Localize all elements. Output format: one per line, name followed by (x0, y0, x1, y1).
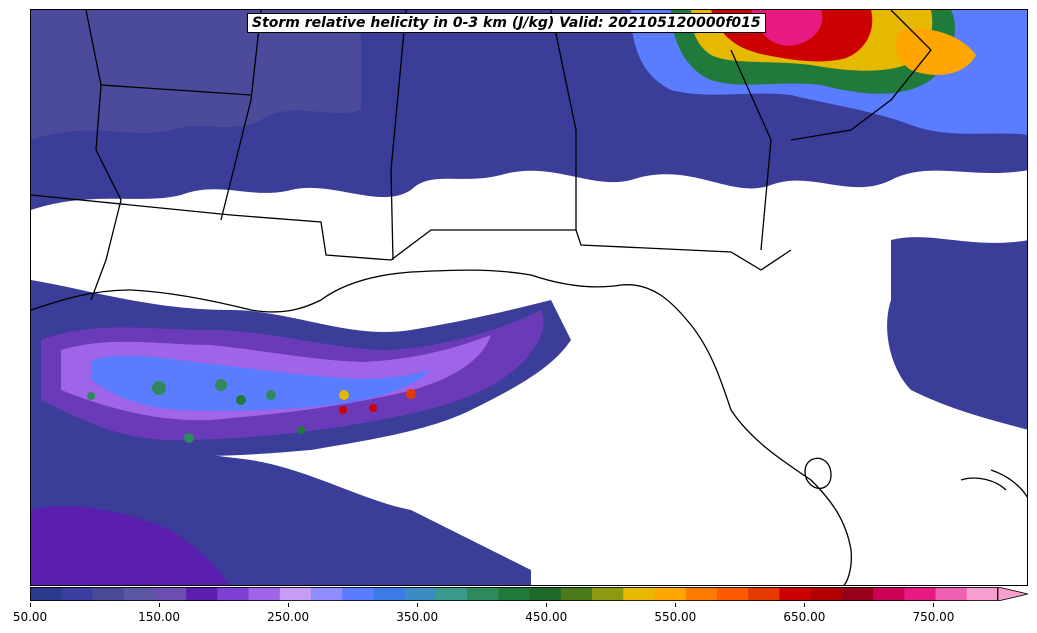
colorbar-segment (154, 587, 187, 601)
colorbar-tick-mark (933, 603, 935, 607)
colorbar-segment (873, 587, 905, 601)
field-nw (31, 10, 361, 140)
field-east (887, 237, 1027, 430)
colorbar-segment (966, 587, 999, 601)
colorbar-segment (685, 587, 718, 601)
colorbar-segment (404, 587, 437, 601)
map-title: Storm relative helicity in 0-3 km (J/kg)… (247, 13, 766, 33)
colorbar-segment (30, 587, 62, 601)
colorbar-segment (435, 587, 468, 601)
helicity-map (31, 10, 1027, 585)
colorbar-tick-label: 750.00 (912, 610, 955, 624)
colorbar-tick-mark (159, 603, 161, 607)
colorbar-segment (123, 587, 156, 601)
colorbar-segment (92, 587, 125, 601)
colorbar-border (30, 587, 998, 601)
colorbar-tick-label: 650.00 (783, 610, 826, 624)
colorbar-tick-label: 250.00 (267, 610, 310, 624)
colorbar-segment (654, 587, 687, 601)
colorbar-segment (342, 587, 374, 601)
colorbar-segment (61, 587, 93, 601)
colorbar-tick-mark (417, 603, 419, 607)
colorbar-segment (186, 587, 218, 601)
colorbar-tick-mark (804, 603, 806, 607)
colorbar-segment (841, 587, 874, 601)
helicity-field (31, 10, 1027, 585)
colorbar-segment (467, 587, 499, 601)
field-ne-storm-orange (895, 28, 976, 75)
border-v3 (390, 10, 407, 261)
colorbar-segment (810, 587, 843, 601)
colorbar-segment (560, 587, 593, 601)
colorbar-extend-arrow (997, 587, 1028, 601)
colorbar-tick-label: 450.00 (525, 610, 568, 624)
colorbar-segment (373, 587, 406, 601)
islands (960, 469, 1027, 498)
colorbar-segment (592, 587, 624, 601)
map-panel[interactable] (30, 9, 1028, 586)
colorbar (30, 587, 1028, 601)
colorbar-segment (529, 587, 562, 601)
colorbar-segment (748, 587, 780, 601)
colorbar-tick-label: 350.00 (396, 610, 439, 624)
colorbar-tick-label: 150.00 (138, 610, 181, 624)
field-band-cells (87, 379, 416, 443)
colorbar-segment (623, 587, 656, 601)
border-mid (31, 194, 792, 271)
colorbar-segment (279, 587, 312, 601)
colorbar-tick-mark (675, 603, 677, 607)
field-southwest-core (31, 506, 230, 585)
field-ne-storm-magenta (751, 10, 823, 46)
colorbar-segment (935, 587, 968, 601)
colorbar-segment (217, 587, 250, 601)
colorbar-segment (716, 587, 749, 601)
colorbar-segment (498, 587, 531, 601)
geo-lines (31, 10, 1027, 585)
coastline (31, 269, 852, 585)
colorbar-tick-mark (30, 603, 31, 607)
colorbar-ticks: 50.00 150.00 250.00 350.00 450.00 550.00 650.0… (13, 603, 1028, 627)
border-ne (790, 10, 932, 141)
border-h1 (100, 84, 252, 96)
border-ga-fl (730, 49, 772, 251)
border-v1 (85, 10, 122, 301)
colorbar-segment (311, 587, 343, 601)
colorbar-tick-mark (288, 603, 290, 607)
colorbar-segment (904, 587, 937, 601)
border-v4 (550, 10, 577, 230)
colorbar-tick-label: 50.00 (12, 610, 48, 624)
colorbar-segment (779, 587, 812, 601)
colorbar-tick-label: 550.00 (654, 610, 697, 624)
colorbar-tick-mark (546, 603, 548, 607)
colorbar-segment (248, 587, 281, 601)
border-v2 (220, 10, 262, 221)
lake-okeechobee (804, 457, 832, 489)
